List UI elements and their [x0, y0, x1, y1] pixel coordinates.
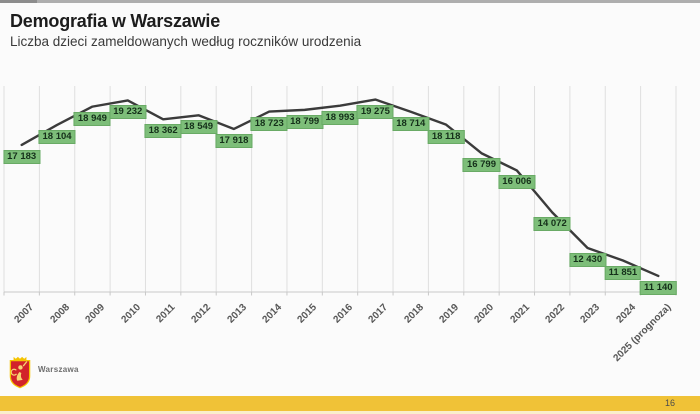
x-axis-label: 2018 — [402, 302, 426, 326]
data-label: 18 714 — [392, 116, 430, 131]
top-border — [0, 0, 700, 3]
data-label: 18 362 — [144, 124, 182, 139]
x-axis-label: 2022 — [543, 302, 567, 326]
x-axis-label: 2007 — [12, 302, 37, 326]
footer-bar-shadow — [0, 411, 700, 414]
data-label: 16 006 — [498, 175, 536, 190]
data-label: 18 723 — [250, 116, 288, 131]
x-axis-label: 2013 — [225, 302, 249, 326]
data-label: 12 430 — [569, 252, 607, 267]
footer-bar: 16 — [0, 396, 700, 411]
x-axis-label: 2019 — [437, 302, 461, 326]
logo-label: Warszawa — [38, 365, 79, 374]
data-label: 18 549 — [179, 120, 218, 135]
data-label: 11 140 — [640, 280, 677, 295]
data-label: 18 799 — [286, 114, 324, 129]
data-label: 19 232 — [109, 105, 147, 120]
page-subtitle: Liczba dzieci zameldowanych według roczn… — [10, 34, 362, 49]
data-label: 18 949 — [73, 111, 111, 126]
x-axis-label: 2011 — [154, 302, 178, 326]
x-axis-label: 2024 — [614, 302, 638, 326]
x-axis-label: 2023 — [578, 302, 603, 326]
top-border-accent — [0, 0, 37, 3]
x-axis-label: 2017 — [366, 302, 391, 326]
data-label: 16 799 — [462, 158, 500, 173]
data-label: 14 072 — [533, 217, 571, 232]
warsaw-coat-of-arms-icon — [9, 356, 31, 389]
x-axis-label: 2009 — [83, 302, 108, 326]
warsaw-logo: Warszawa — [9, 356, 79, 389]
x-axis-label: 2021 — [508, 302, 532, 326]
data-label: 17 183 — [3, 149, 41, 164]
data-label: 18 118 — [427, 129, 465, 144]
x-axis-label: 2008 — [48, 302, 72, 326]
series-line — [20, 98, 660, 278]
x-axis-label: 2020 — [472, 302, 497, 326]
data-label: 18 104 — [38, 129, 76, 144]
x-axis-label: 2014 — [260, 302, 285, 326]
x-axis-label: 2010 — [119, 302, 143, 326]
data-label: 18 993 — [321, 110, 359, 125]
page-number: 16 — [664, 398, 675, 408]
page-title: Demografia w Warszawie — [10, 11, 221, 31]
data-label: 17 918 — [215, 133, 253, 148]
data-label: 11 851 — [604, 265, 642, 280]
x-axis-label: 2016 — [331, 302, 355, 326]
x-axis-label: 2012 — [189, 302, 214, 326]
x-axis-label: 2015 — [295, 302, 320, 326]
data-label: 19 275 — [356, 104, 394, 119]
